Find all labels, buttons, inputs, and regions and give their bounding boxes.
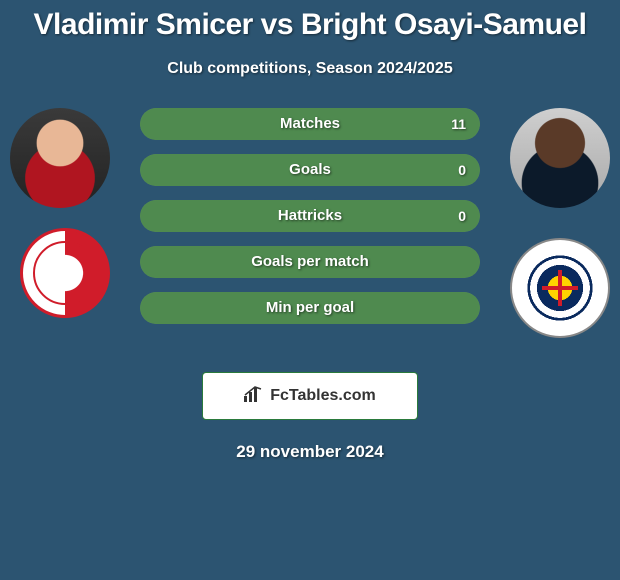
stat-bar-label: Min per goal	[266, 299, 354, 316]
stat-bar: Goals 0	[140, 154, 480, 186]
stat-bar-label: Goals per match	[251, 253, 369, 270]
footer-date: 29 november 2024	[0, 442, 620, 462]
stat-bar: Min per goal	[140, 292, 480, 324]
club-right-badge	[510, 238, 610, 338]
stat-bar: Matches 11	[140, 108, 480, 140]
player-right-avatar	[510, 108, 610, 208]
stat-bar: Hattricks 0	[140, 200, 480, 232]
stats-bars: Matches 11 Goals 0 Hattricks 0 Goals per match…	[140, 108, 480, 338]
stat-bar-value: 11	[451, 108, 466, 140]
source-brand: FcTables.com	[270, 387, 376, 405]
stat-bar-value: 0	[458, 200, 466, 232]
stat-bar-label: Matches	[280, 115, 340, 132]
player-left-avatar	[10, 108, 110, 208]
stat-bar-value: 0	[458, 154, 466, 186]
page-subtitle: Club competitions, Season 2024/2025	[0, 60, 620, 78]
source-badge: FcTables.com	[202, 372, 418, 420]
stat-bar-label: Hattricks	[278, 207, 342, 224]
page-title: Vladimir Smicer vs Bright Osayi-Samuel	[0, 0, 620, 42]
stat-bar-label: Goals	[289, 161, 331, 178]
club-left-badge	[20, 228, 110, 318]
comparison-panel: Matches 11 Goals 0 Hattricks 0 Goals per match…	[0, 108, 620, 358]
chart-icon	[244, 386, 264, 407]
stat-bar: Goals per match	[140, 246, 480, 278]
